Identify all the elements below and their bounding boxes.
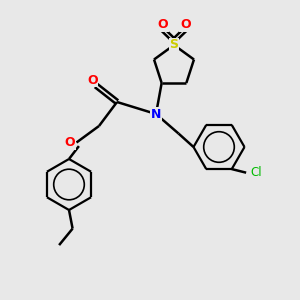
Text: O: O [157, 18, 168, 32]
Text: S: S [169, 38, 178, 52]
Text: Cl: Cl [250, 166, 262, 179]
Text: O: O [180, 18, 191, 32]
Text: O: O [64, 136, 75, 149]
Text: N: N [151, 107, 161, 121]
Text: O: O [87, 74, 98, 87]
